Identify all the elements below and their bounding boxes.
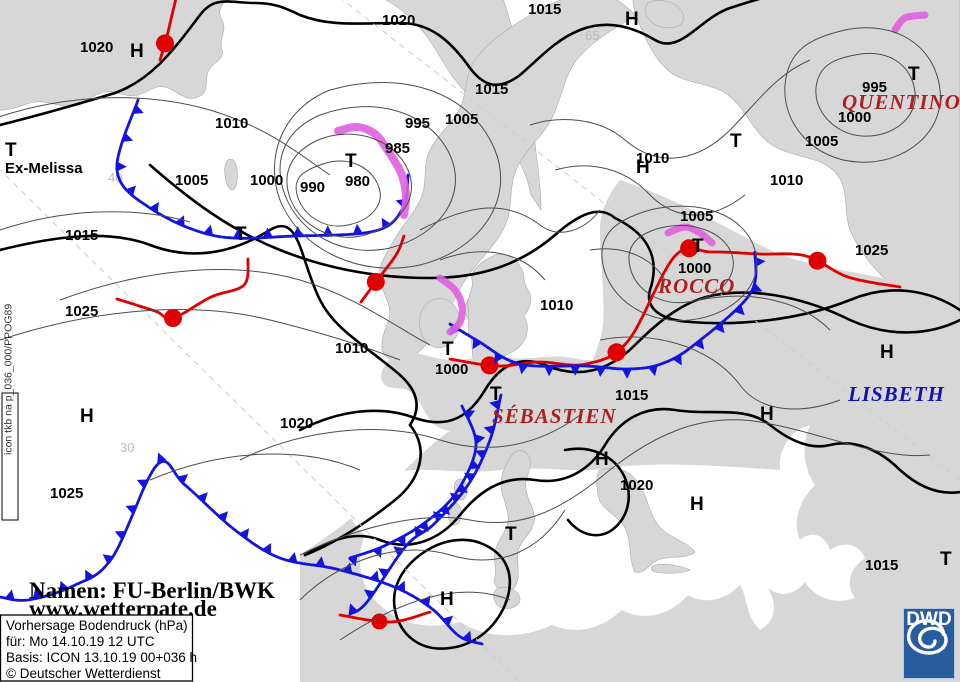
svg-text:SÉBASTIEN: SÉBASTIEN — [492, 404, 617, 428]
svg-text:© Deutscher Wetterdienst: © Deutscher Wetterdienst — [6, 666, 161, 681]
svg-text:1010: 1010 — [335, 340, 368, 357]
svg-text:1020: 1020 — [382, 12, 415, 29]
svg-text:1025: 1025 — [855, 242, 888, 259]
svg-text:H: H — [80, 406, 94, 427]
svg-text:1005: 1005 — [680, 208, 713, 225]
svg-text:1015: 1015 — [615, 387, 648, 404]
svg-text:1015: 1015 — [528, 1, 561, 18]
svg-text:icon tkb na p_036_000/PPOG89: icon tkb na p_036_000/PPOG89 — [3, 304, 15, 455]
svg-text:1000: 1000 — [435, 361, 468, 378]
svg-text:1015: 1015 — [65, 227, 98, 244]
svg-text:995: 995 — [405, 115, 430, 132]
svg-text:für: Mo 14.10.19 12 UTC: für: Mo 14.10.19 12 UTC — [6, 634, 155, 649]
svg-text:1020: 1020 — [620, 477, 653, 494]
svg-text:T: T — [235, 224, 247, 245]
svg-text:QUENTINO: QUENTINO — [842, 90, 960, 114]
svg-text:T: T — [908, 64, 920, 85]
svg-text:1010: 1010 — [770, 172, 803, 189]
svg-text:Vorhersage Bodendruck (hPa): Vorhersage Bodendruck (hPa) — [6, 618, 188, 633]
svg-text:1010: 1010 — [215, 115, 248, 132]
svg-text:T: T — [5, 140, 17, 161]
svg-text:H: H — [636, 157, 650, 178]
svg-text:H: H — [880, 342, 894, 363]
svg-text:980: 980 — [345, 173, 370, 190]
svg-text:1025: 1025 — [65, 303, 98, 320]
svg-text:985: 985 — [385, 140, 410, 157]
svg-text:1000: 1000 — [250, 172, 283, 189]
svg-text:T: T — [730, 131, 742, 152]
svg-text:T: T — [940, 549, 952, 570]
svg-text:T: T — [505, 524, 517, 545]
svg-text:1005: 1005 — [175, 172, 208, 189]
svg-text:1005: 1005 — [445, 111, 478, 128]
svg-text:65: 65 — [585, 28, 599, 43]
svg-text:1015: 1015 — [865, 557, 898, 574]
svg-text:H: H — [130, 41, 144, 62]
svg-text:1020: 1020 — [280, 415, 313, 432]
svg-text:1015: 1015 — [475, 81, 508, 98]
svg-text:30: 30 — [120, 440, 134, 455]
svg-text:H: H — [760, 404, 774, 425]
svg-text:LISBETH: LISBETH — [847, 382, 945, 406]
svg-text:1005: 1005 — [805, 133, 838, 150]
svg-text:990: 990 — [300, 179, 325, 196]
svg-text:T: T — [692, 236, 704, 257]
svg-text:1020: 1020 — [80, 39, 113, 56]
svg-text:T: T — [345, 151, 357, 172]
svg-text:H: H — [440, 589, 454, 610]
svg-text:T: T — [442, 339, 454, 360]
svg-text:ROCCO: ROCCO — [657, 274, 735, 298]
svg-text:1010: 1010 — [540, 297, 573, 314]
svg-text:Ex-Melissa: Ex-Melissa — [5, 160, 83, 177]
svg-text:H: H — [625, 9, 639, 30]
svg-text:H: H — [690, 494, 704, 515]
svg-text:Basis: ICON 13.10.19 00+036 h: Basis: ICON 13.10.19 00+036 h — [6, 650, 197, 665]
svg-text:H: H — [595, 449, 609, 470]
svg-text:1025: 1025 — [50, 485, 83, 502]
svg-text:T: T — [490, 384, 502, 405]
